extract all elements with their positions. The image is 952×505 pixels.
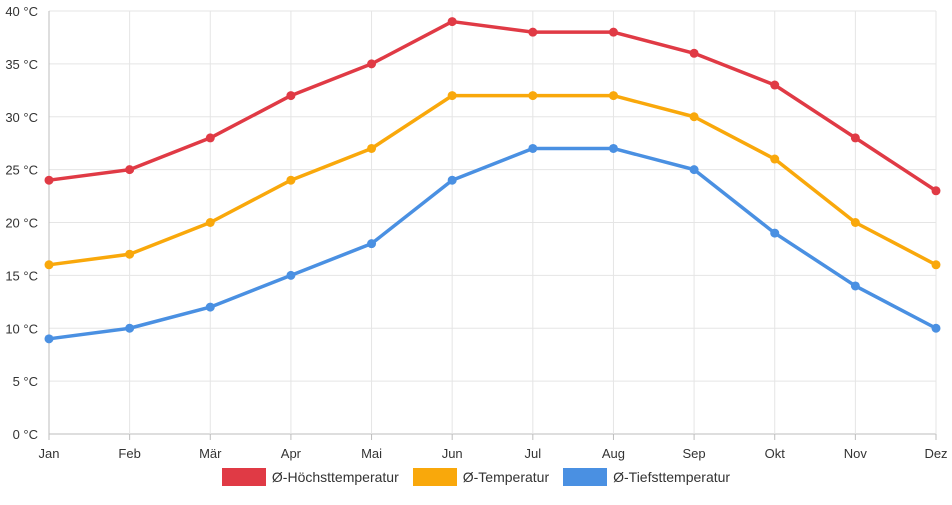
data-point[interactable] [44, 260, 54, 270]
data-point[interactable] [528, 91, 538, 101]
data-point[interactable] [528, 27, 538, 37]
data-point[interactable] [528, 143, 538, 153]
data-point[interactable] [125, 323, 135, 333]
x-tick-label: Jan [39, 446, 60, 461]
grid-layer [48, 10, 937, 440]
chart-legend: Ø-Höchsttemperatur Ø-Temperatur Ø-Tiefst… [0, 468, 952, 486]
data-point[interactable] [850, 281, 860, 291]
data-point[interactable] [850, 133, 860, 143]
data-point[interactable] [608, 91, 618, 101]
data-point[interactable] [770, 228, 780, 238]
data-point[interactable] [286, 91, 296, 101]
y-tick-label: 35 °C [5, 57, 38, 72]
legend-label-min: Ø-Tiefsttemperatur [613, 469, 731, 485]
legend-swatch-max [221, 468, 266, 486]
legend-label-max: Ø-Höchsttemperatur [271, 469, 399, 485]
data-point[interactable] [44, 334, 54, 344]
series-line-2 [47, 146, 938, 341]
x-tick-label: Jun [442, 446, 463, 461]
legend-item-min[interactable]: Ø-Tiefsttemperatur [563, 468, 730, 486]
data-point[interactable] [447, 91, 457, 101]
x-tick-label: Mär [199, 446, 222, 461]
legend-swatch-avg [412, 468, 457, 486]
data-point[interactable] [931, 186, 941, 196]
series-line-1 [47, 93, 938, 267]
data-point[interactable] [205, 133, 215, 143]
data-point[interactable] [931, 323, 941, 333]
y-tick-label: 30 °C [5, 110, 38, 125]
data-point[interactable] [125, 165, 135, 175]
x-tick-label: Sep [683, 446, 706, 461]
data-point[interactable] [608, 143, 618, 153]
y-tick-label: 15 °C [5, 268, 38, 283]
axis-layer: 0 °C 5 °C 10 °C 15 °C 20 °C 25 °C 30 °C 35 °C 40… [5, 4, 947, 461]
series-layer [44, 17, 941, 344]
x-tick-label: Okt [765, 446, 786, 461]
data-point[interactable] [125, 249, 135, 259]
data-point[interactable] [447, 17, 457, 27]
y-tick-label: 20 °C [5, 216, 38, 231]
data-point[interactable] [447, 175, 457, 185]
data-point[interactable] [931, 260, 941, 270]
data-point[interactable] [608, 27, 618, 37]
data-point[interactable] [689, 48, 699, 58]
legend-item-avg[interactable]: Ø-Temperatur [412, 468, 550, 486]
y-tick-label: 0 °C [13, 427, 38, 442]
x-tick-label: Aug [602, 446, 625, 461]
data-point[interactable] [367, 239, 377, 249]
data-point[interactable] [689, 112, 699, 122]
data-point[interactable] [286, 175, 296, 185]
y-tick-label: 40 °C [5, 4, 38, 19]
legend-item-max[interactable]: Ø-Höchsttemperatur [221, 468, 399, 486]
data-point[interactable] [286, 270, 296, 280]
legend-label-avg: Ø-Temperatur [462, 469, 550, 485]
data-point[interactable] [44, 175, 54, 185]
x-tick-label: Dez [924, 446, 947, 461]
data-point[interactable] [850, 218, 860, 227]
data-point[interactable] [770, 80, 780, 90]
x-tick-label: Apr [281, 446, 302, 461]
series-line-0 [47, 19, 938, 193]
data-point[interactable] [689, 165, 699, 175]
x-tick-label: Mai [361, 446, 382, 461]
data-point[interactable] [367, 143, 377, 153]
data-point[interactable] [205, 302, 215, 312]
y-tick-label: 25 °C [5, 163, 38, 178]
x-tick-label: Jul [525, 446, 542, 461]
y-tick-label: 5 °C [13, 374, 38, 389]
data-point[interactable] [205, 218, 215, 227]
data-point[interactable] [367, 59, 377, 69]
y-tick-label: 10 °C [5, 321, 38, 336]
x-tick-label: Nov [844, 446, 868, 461]
data-point[interactable] [770, 154, 780, 164]
legend-swatch-min [563, 468, 608, 486]
x-tick-label: Feb [118, 446, 140, 461]
